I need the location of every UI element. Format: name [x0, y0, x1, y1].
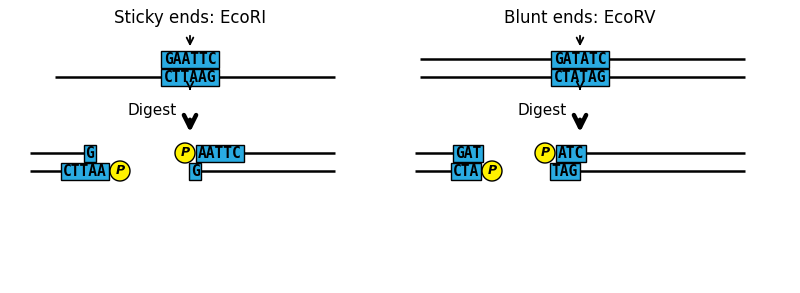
Text: P: P	[115, 164, 125, 178]
Text: CTA: CTA	[453, 163, 479, 178]
FancyBboxPatch shape	[161, 69, 219, 86]
FancyBboxPatch shape	[550, 163, 580, 180]
Circle shape	[535, 143, 555, 163]
FancyBboxPatch shape	[551, 50, 609, 67]
Text: ATC: ATC	[558, 146, 584, 161]
Text: TAG: TAG	[552, 163, 578, 178]
Text: CTTAA: CTTAA	[63, 163, 107, 178]
Text: Sticky ends: EcoRI: Sticky ends: EcoRI	[114, 9, 266, 27]
Text: P: P	[541, 146, 550, 159]
FancyBboxPatch shape	[196, 144, 244, 161]
FancyBboxPatch shape	[61, 163, 109, 180]
FancyBboxPatch shape	[84, 144, 96, 161]
Text: G: G	[190, 163, 199, 178]
Text: AATTC: AATTC	[198, 146, 242, 161]
Text: CTTAAG: CTTAAG	[164, 69, 216, 84]
Text: Blunt ends: EcoRV: Blunt ends: EcoRV	[504, 9, 656, 27]
Circle shape	[482, 161, 502, 181]
FancyBboxPatch shape	[161, 50, 219, 67]
Text: G: G	[86, 146, 94, 161]
Text: GATATC: GATATC	[554, 52, 606, 67]
Text: GAATTC: GAATTC	[164, 52, 216, 67]
Text: P: P	[181, 146, 190, 159]
Text: P: P	[487, 164, 497, 178]
Text: CTATAG: CTATAG	[554, 69, 606, 84]
Text: Digest: Digest	[518, 103, 566, 117]
FancyBboxPatch shape	[556, 144, 586, 161]
FancyBboxPatch shape	[453, 144, 483, 161]
Circle shape	[175, 143, 195, 163]
Text: GAT: GAT	[455, 146, 481, 161]
FancyBboxPatch shape	[189, 163, 201, 180]
Text: Digest: Digest	[127, 103, 177, 117]
FancyBboxPatch shape	[551, 69, 609, 86]
FancyBboxPatch shape	[451, 163, 481, 180]
Circle shape	[110, 161, 130, 181]
